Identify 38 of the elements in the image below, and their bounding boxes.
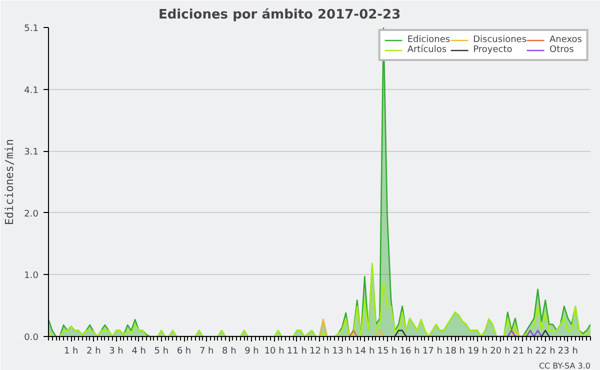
x-tick-label: 17 h [422,346,442,356]
y-tick-label: 5.1 [24,24,39,34]
x-tick-label: 7 h [199,346,214,356]
y-tick-label: 4.1 [24,86,39,96]
legend-label: Ediciones [407,35,450,45]
y-tick-label: 3.1 [24,148,39,158]
x-tick-label: 23 h [558,346,578,356]
x-tick-label: 15 h [377,346,398,356]
y-tick-label: 1.0 [24,271,39,282]
legend-label: Otros [550,45,574,55]
x-tick-label: 2 h [86,346,101,356]
x-tick-label: 11 h [286,346,307,356]
x-tick-label: 6 h [176,346,192,356]
y-axis-title: Ediciones/min [3,138,16,226]
x-tick-label: 12 h [309,346,330,356]
y-tick-label: 0.0 [24,333,39,343]
x-tick-label: 3 h [109,346,124,356]
legend-label: Anexos [550,35,582,45]
legend-label: Artículos [407,45,447,55]
x-tick-label: 20 h [490,346,510,356]
legend-label: Proyecto [473,45,512,55]
x-tick-label: 4 h [132,346,146,356]
x-tick-label: 9 h [244,346,259,356]
x-tick-label: 8 h [222,346,236,356]
text: CC BY-SA 3.0 [538,362,591,370]
x-tick-label: 18 h [444,346,466,356]
x-tick-label: 5 h [154,346,169,356]
x-tick-label: 14 h [354,346,375,356]
x-tick-label: 1 h [64,346,78,356]
x-tick-label: 10 h [264,346,284,356]
y-tick-label: 2.0 [24,209,39,220]
x-tick-label: 16 h [400,346,420,356]
legend-label: Discusiones [473,35,527,45]
x-tick-label: 13 h [332,346,352,356]
x-tick-label: 19 h [468,346,488,356]
chart-title: Ediciones por ámbito 2017-02-23 [158,8,401,22]
x-tick-label: 21 h [512,346,533,356]
x-tick-label: 22 h [535,346,556,356]
